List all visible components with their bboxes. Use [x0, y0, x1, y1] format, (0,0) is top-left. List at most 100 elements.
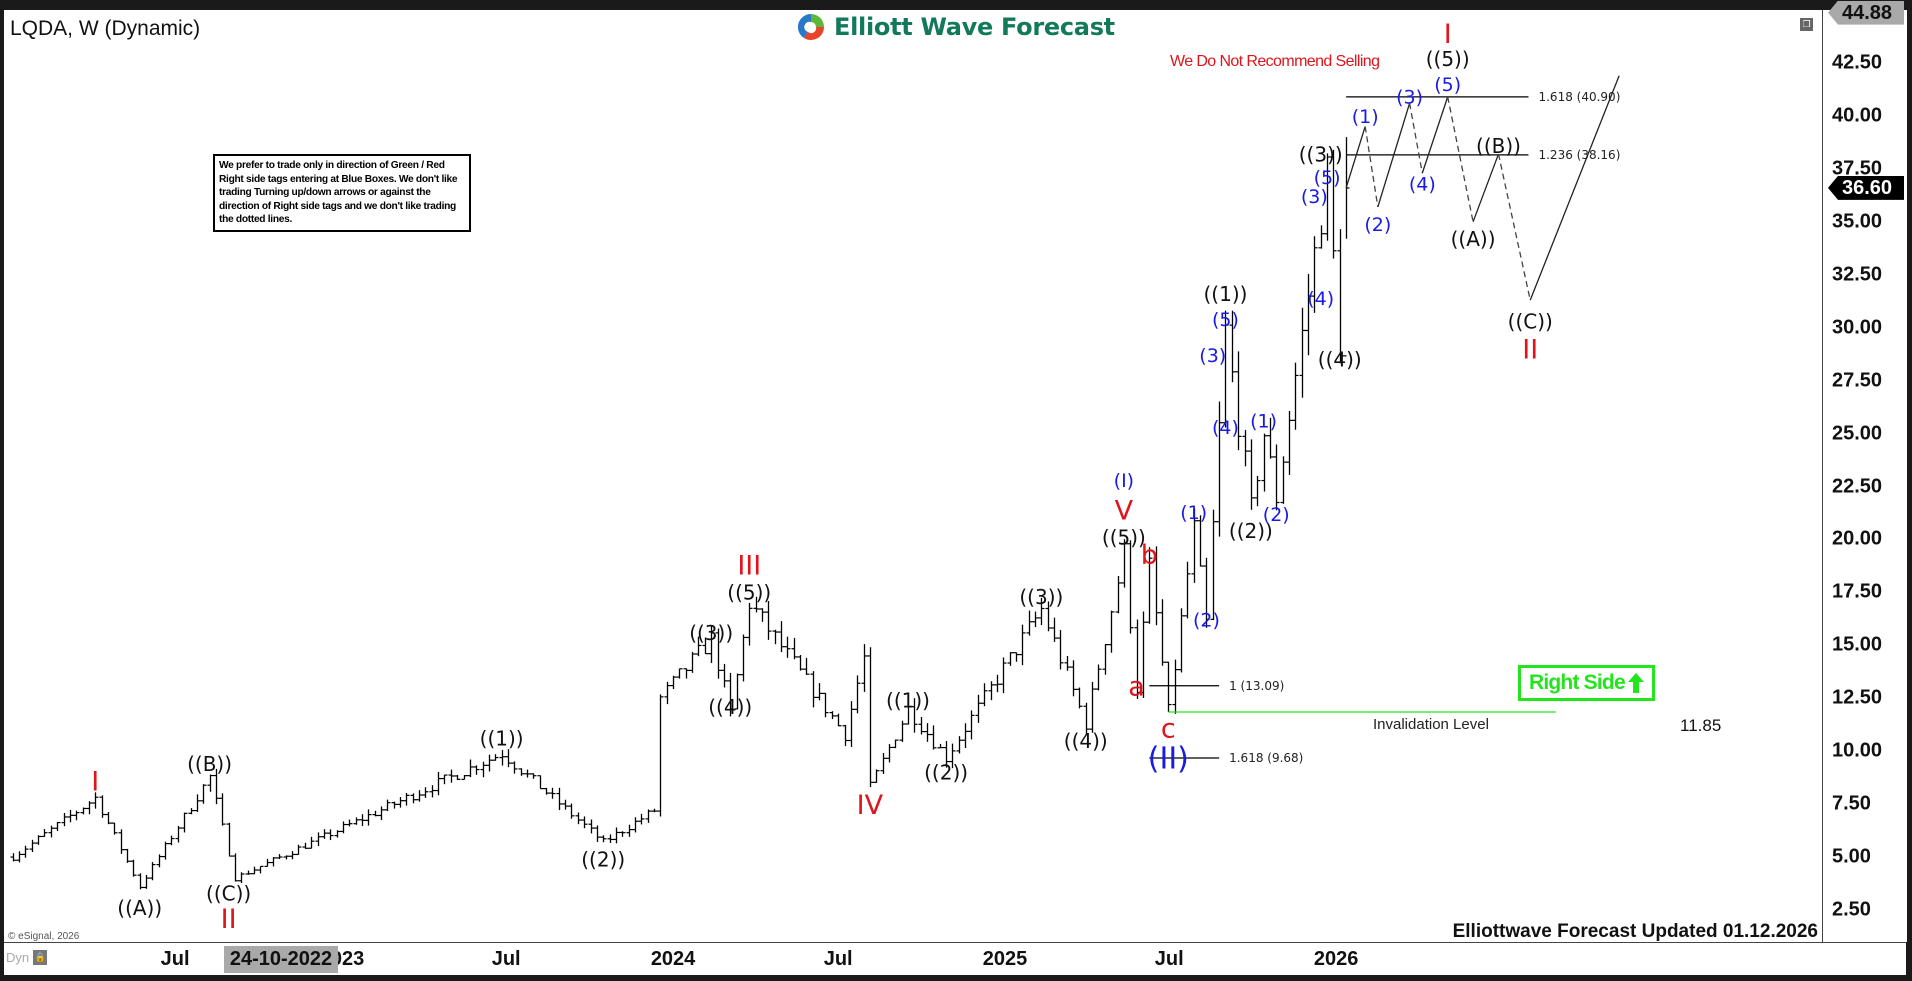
- price-tick-label: 10.00: [1832, 739, 1883, 762]
- price-bar: [549, 787, 556, 799]
- wave-label: ((2)): [581, 847, 625, 871]
- price-bar: [638, 813, 645, 825]
- price-bar: [264, 858, 271, 868]
- price-bar: [505, 749, 512, 768]
- price-bar: [16, 851, 23, 863]
- price-bar: [994, 674, 1001, 693]
- price-bar: [1000, 657, 1007, 694]
- fib-label: 1.618 (9.68): [1229, 751, 1303, 765]
- price-bar: [835, 713, 842, 727]
- price-bar: [1038, 597, 1045, 626]
- price-bar: [441, 774, 448, 785]
- price-bar: [105, 812, 112, 825]
- wave-label: c: [1161, 714, 1176, 745]
- price-bar: [753, 596, 760, 613]
- price-bar: [683, 668, 690, 679]
- price-tag-high: 44.88: [1828, 0, 1904, 25]
- chart-title: LQDA, W (Dynamic): [10, 17, 201, 40]
- price-axis[interactable]: [1822, 10, 1907, 942]
- time-tick-label: Jul: [491, 948, 521, 970]
- price-bar: [461, 775, 468, 780]
- price-bar: [1134, 619, 1141, 699]
- price-bar: [848, 701, 855, 747]
- price-bar: [118, 829, 125, 854]
- price-bar: [810, 671, 817, 708]
- wave-label: (5): [1434, 74, 1461, 96]
- price-bar: [962, 723, 969, 748]
- projection-segment: [1497, 153, 1531, 301]
- price-bar: [499, 750, 506, 766]
- price-bar: [702, 637, 709, 655]
- price-bar: [937, 743, 944, 749]
- price-bar: [365, 809, 372, 826]
- price-tick-label: 20.00: [1832, 527, 1883, 550]
- lock-icon[interactable]: 🔒: [33, 950, 48, 965]
- price-bar: [175, 825, 182, 843]
- price-bar: [1019, 624, 1026, 666]
- projection-segment: [1408, 103, 1423, 174]
- price-bar: [181, 812, 188, 833]
- plot-area[interactable]: 1.618 (40.90) 1.236 (38.16) 1 (13.09) 1.618…: [4, 10, 1822, 942]
- price-bar: [435, 771, 442, 796]
- price-bar: [867, 647, 874, 788]
- time-tick-label: 2024: [650, 948, 696, 970]
- price-tick-label: 15.00: [1832, 633, 1883, 656]
- price-bar: [213, 768, 220, 805]
- time-tick-label: 2025: [982, 948, 1028, 970]
- price-bar: [397, 797, 404, 808]
- price-bar: [188, 808, 195, 815]
- wave-label: ((2)): [924, 761, 968, 785]
- price-bar: [1184, 561, 1191, 619]
- price-bar: [1210, 509, 1217, 620]
- price-bar: [1127, 540, 1134, 634]
- time-tick-label: Jul: [823, 948, 853, 970]
- wave-label: (1): [1352, 106, 1379, 128]
- price-bar: [930, 725, 937, 750]
- logo: Elliott Wave Forecast: [796, 12, 1115, 42]
- fib-label: 1.618 (40.90): [1538, 90, 1620, 104]
- price-bar: [1216, 401, 1223, 537]
- price-bar: [899, 720, 906, 742]
- price-bar: [1045, 601, 1052, 632]
- dyn-label: Dyn: [6, 950, 30, 965]
- price-bar: [1057, 630, 1064, 670]
- price-bar: [746, 602, 753, 646]
- price-bar: [981, 683, 988, 707]
- projection-segment: [1364, 126, 1379, 208]
- price-bar: [480, 761, 487, 778]
- price-bar: [511, 761, 518, 774]
- wave-label: (2): [1193, 610, 1220, 632]
- price-bar: [416, 790, 423, 802]
- price-bar: [765, 601, 772, 640]
- price-bar: [194, 794, 201, 812]
- price-bar: [54, 821, 61, 831]
- price-bar: [1248, 439, 1255, 510]
- price-bar: [29, 839, 36, 853]
- price-bar: [1095, 664, 1102, 691]
- price-bar: [556, 787, 563, 811]
- wave-label: ((B)): [187, 752, 232, 776]
- price-bar: [67, 809, 74, 823]
- price-bar: [486, 754, 493, 772]
- price-bar: [111, 822, 118, 835]
- wave-label: II: [1522, 335, 1538, 366]
- wave-label: ((C)): [206, 881, 251, 905]
- price-bar: [562, 799, 569, 810]
- price-bar: [1191, 508, 1198, 583]
- price-bar: [283, 855, 290, 860]
- wave-label: ((1)): [1203, 282, 1247, 306]
- price-bar: [645, 809, 652, 823]
- dyn-toggle[interactable]: Dyn 🔒: [6, 950, 48, 965]
- restore-window-icon[interactable]: ❐: [1800, 18, 1813, 31]
- price-bar: [61, 812, 68, 827]
- wave-label: (3): [1301, 186, 1328, 208]
- price-tick-label: 37.50: [1832, 157, 1883, 180]
- price-bar: [124, 848, 131, 863]
- price-bar: [219, 793, 226, 826]
- price-bar: [543, 787, 550, 795]
- price-bar: [861, 644, 868, 692]
- price-bar: [289, 851, 296, 860]
- price-bar: [80, 807, 87, 815]
- wave-label: II: [221, 904, 237, 935]
- price-bar: [1242, 429, 1249, 467]
